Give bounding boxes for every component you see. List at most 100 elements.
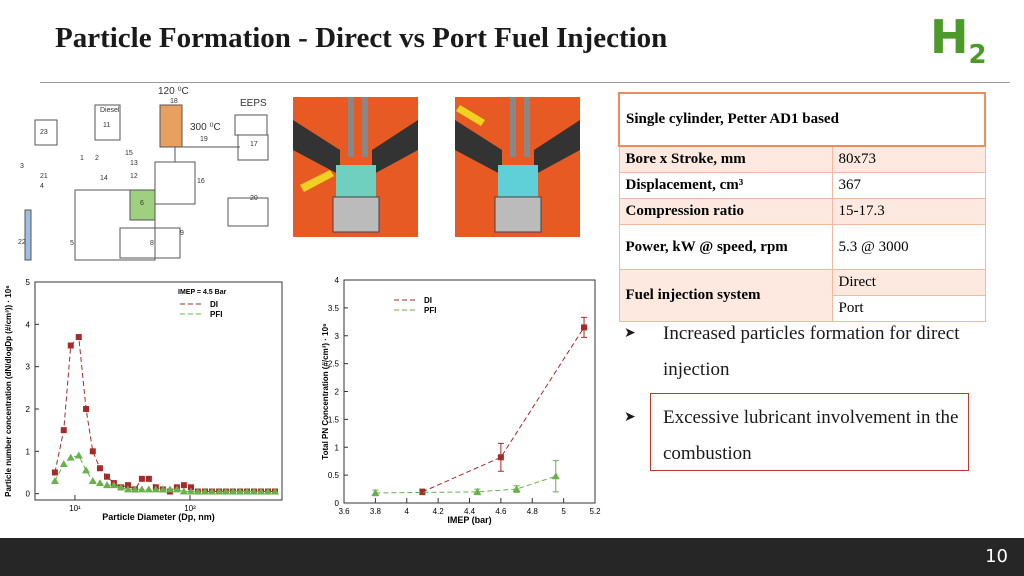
series-line xyxy=(422,327,585,493)
x-tick-label: 5 xyxy=(561,507,566,516)
table-cell: 15-17.3 xyxy=(831,198,986,225)
table-cell: Bore x Stroke, mm xyxy=(618,145,833,173)
x-tick-label: 3.6 xyxy=(338,507,350,516)
logo-text: H xyxy=(930,10,969,64)
marker xyxy=(137,485,146,493)
legend-label: PFI xyxy=(424,306,436,315)
marker xyxy=(473,487,482,495)
slide-title: Particle Formation - Direct vs Port Fuel… xyxy=(55,22,668,54)
x-tick-label: 4.2 xyxy=(433,507,445,516)
x-tick-label: 4.8 xyxy=(527,507,539,516)
x-tick-label: 4.6 xyxy=(495,507,507,516)
marker xyxy=(67,342,74,349)
schematic-label: 8 xyxy=(150,240,154,247)
marker xyxy=(419,488,426,495)
marker xyxy=(551,472,560,480)
logo: H2 xyxy=(930,10,987,70)
marker xyxy=(221,487,230,495)
chart: 0 0.5 1 1.5 2 2.5 3 3.5 4 3.6 3.8 4 4.2 4.4 4.6 4.8 5 5.2… xyxy=(321,276,601,525)
x-tick-label: 5.2 xyxy=(589,507,601,516)
table-cell: 367 xyxy=(831,172,986,199)
marker xyxy=(215,487,224,495)
bullet-text: Increased particles formation for direct… xyxy=(663,323,960,380)
marker xyxy=(165,485,174,493)
logo-sub: 2 xyxy=(968,40,987,71)
marker xyxy=(123,485,132,493)
marker xyxy=(271,487,280,495)
marker xyxy=(172,485,181,493)
marker xyxy=(228,487,237,495)
table-cell: Compression ratio xyxy=(618,198,833,225)
y-tick-label: 3 xyxy=(26,363,31,372)
marker xyxy=(180,482,187,489)
legend-label: PFI xyxy=(210,310,222,319)
schematic-label: Diesel xyxy=(100,107,120,114)
table-cell: 80x73 xyxy=(831,145,986,173)
marker xyxy=(187,484,194,491)
schematic-label: 21 xyxy=(40,173,48,180)
x-axis-label: Particle Diameter (Dp, nm) xyxy=(102,512,215,522)
series-line xyxy=(375,475,556,494)
marker xyxy=(130,485,139,493)
marker xyxy=(124,482,131,489)
y-tick-label: 1 xyxy=(335,443,340,452)
marker xyxy=(581,324,588,331)
table-cell: Port xyxy=(831,295,986,322)
legend-label: DI xyxy=(424,296,432,305)
schematic-label: 11 xyxy=(103,122,110,129)
marker xyxy=(89,448,96,455)
y-tick-label: 4 xyxy=(335,276,340,285)
marker xyxy=(179,487,188,495)
marker xyxy=(138,475,145,482)
legend-title: IMEP = 4.5 Bar xyxy=(178,289,227,296)
footer: 10 xyxy=(0,538,1024,576)
schematic-label: 3 xyxy=(20,163,24,170)
engine-direct xyxy=(293,97,418,237)
schematic-label: 18 xyxy=(170,98,178,105)
schematic-label: 300 ⁰C xyxy=(190,122,221,133)
x-tick-label: 3.8 xyxy=(370,507,382,516)
marker xyxy=(51,469,58,476)
marker xyxy=(103,473,110,480)
marker xyxy=(497,454,504,461)
y-tick-label: 3.5 xyxy=(328,304,340,313)
x-tick-label: 10¹ xyxy=(69,504,81,513)
y-tick-label: 2 xyxy=(335,388,340,397)
marker xyxy=(263,487,272,495)
schematic-label: 16 xyxy=(197,178,205,185)
marker xyxy=(116,483,125,491)
marker xyxy=(151,485,160,493)
marker xyxy=(186,487,195,495)
schematic-label: 9 xyxy=(180,230,184,237)
schematic-label: 6 xyxy=(140,200,144,207)
schematic-label: 2 xyxy=(95,155,99,162)
table-cell: Displacement, cm³ xyxy=(618,172,833,199)
marker xyxy=(74,451,83,459)
schematic xyxy=(24,104,269,261)
marker xyxy=(257,487,266,495)
marker xyxy=(236,487,245,495)
y-tick-label: 1.5 xyxy=(328,415,340,424)
highlight-box xyxy=(650,393,969,471)
marker xyxy=(82,466,91,474)
bullet-text: Excessive lubricant involvement in the c… xyxy=(663,407,959,464)
marker xyxy=(66,453,75,461)
x-axis-label: IMEP (bar) xyxy=(447,515,491,525)
schematic-label: 17 xyxy=(250,141,258,148)
table-header-row: Single cylinder, Petter AD1 based xyxy=(618,92,986,147)
spec-table: Single cylinder, Petter AD1 based Bore x… xyxy=(618,92,986,322)
marker xyxy=(88,476,97,484)
y-axis-label: Particle number concentration (dN/dlogDp… xyxy=(4,285,13,497)
series-line xyxy=(54,454,276,493)
marker xyxy=(207,487,216,495)
schematic-label: EEPS xyxy=(240,98,267,109)
page-number: 10 xyxy=(985,546,1008,567)
schematic-label: 15 xyxy=(125,150,133,157)
marker xyxy=(243,487,252,495)
series-line xyxy=(54,335,276,493)
marker xyxy=(60,427,67,434)
table-cell: 5.3 @ 3000 xyxy=(831,224,986,270)
